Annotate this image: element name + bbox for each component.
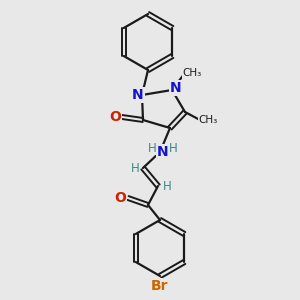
Text: O: O	[114, 191, 126, 205]
Text: N: N	[170, 81, 182, 95]
Text: H: H	[130, 161, 140, 175]
Text: H: H	[148, 142, 156, 154]
Text: O: O	[109, 110, 121, 124]
Text: H: H	[163, 179, 171, 193]
Text: N: N	[157, 145, 169, 159]
Text: H: H	[169, 142, 177, 154]
Text: CH₃: CH₃	[182, 68, 202, 78]
Text: CH₃: CH₃	[198, 115, 218, 125]
Text: N: N	[132, 88, 144, 102]
Text: Br: Br	[151, 279, 169, 293]
